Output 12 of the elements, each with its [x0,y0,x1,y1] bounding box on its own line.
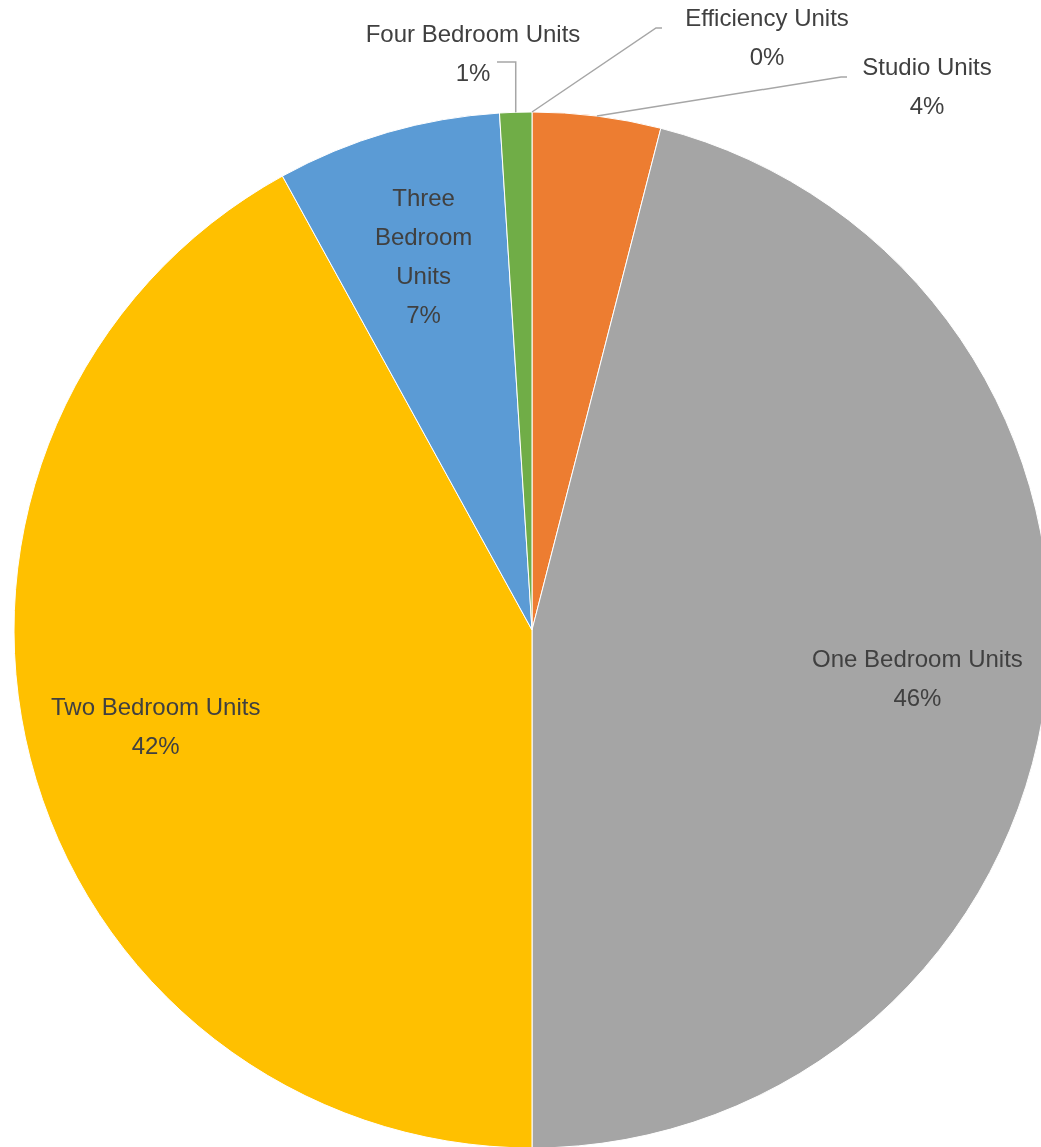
data-label: 1% [455,59,491,86]
data-label: 46% [893,684,942,712]
slice-label: Two Bedroom Units [50,693,261,721]
data-label: 42% [131,732,180,760]
category-label: Efficiency Units [685,4,849,31]
slice-label: Three Bedroom Units [374,184,473,290]
data-label: 7% [406,301,441,329]
slice-label: One Bedroom Units [812,645,1023,673]
data-label: 4% [909,92,945,119]
text: 0% [749,43,785,70]
slice-label: Four Bedroom Units [365,20,581,47]
slice-label: Studio Units [862,53,992,80]
